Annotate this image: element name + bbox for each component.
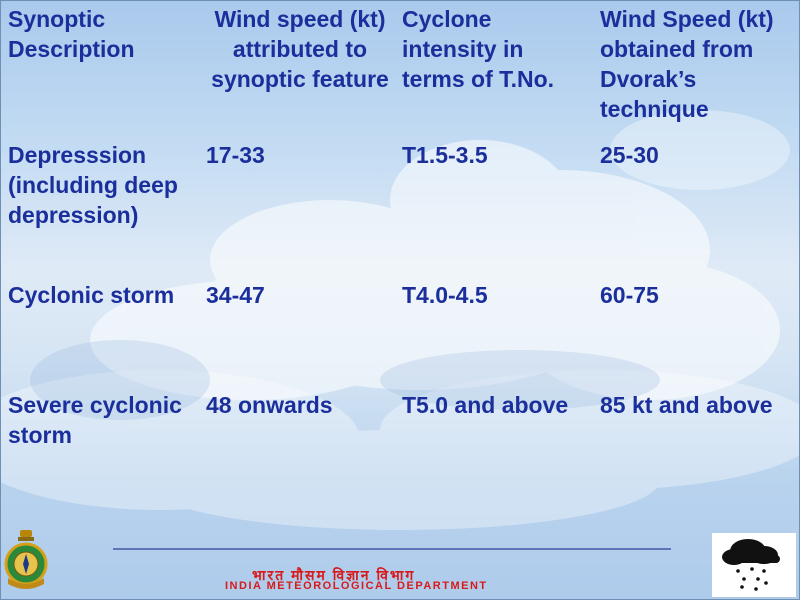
cell-t-number: T1.5-3.5 — [402, 142, 488, 168]
cell-wind-speed-synoptic: 17-33 — [206, 142, 265, 168]
department-name-english: INDIA METEOROLOGICAL DEPARTMENT — [225, 580, 488, 592]
table-row: Depresssion (including deep depression) … — [4, 138, 794, 278]
cell-wind-speed-dvorak: 85 kt and above — [600, 392, 773, 418]
cell-description: Cyclonic storm — [8, 282, 175, 308]
cell-wind-speed-synoptic: 34-47 — [206, 282, 265, 308]
weather-icon-box — [712, 533, 796, 597]
department-name-hindi: भारत मौसम विज्ञान विभाग — [252, 567, 416, 583]
header-wind-speed-dvorak: Wind Speed (kt) obtained from Dvorak’s t… — [600, 6, 774, 122]
table-row: Severe cyclonic storm 48 onwards T5.0 an… — [4, 388, 794, 480]
cell-wind-speed-synoptic: 48 onwards — [206, 392, 333, 418]
cyclone-classification-table: Synoptic Description Wind speed (kt) att… — [4, 2, 794, 480]
cell-wind-speed-dvorak: 25-30 — [600, 142, 659, 168]
cell-t-number: T4.0-4.5 — [402, 282, 488, 308]
header-cyclone-intensity: Cyclone intensity in terms of T.No. — [402, 6, 555, 92]
footer-divider — [113, 548, 671, 550]
imd-emblem-icon — [4, 530, 48, 589]
cell-description: Depresssion (including deep depression) — [8, 142, 178, 228]
header-wind-speed-synoptic: Wind speed (kt) attributed to synoptic f… — [211, 6, 389, 92]
table-row: Cyclonic storm 34-47 T4.0-4.5 60-75 — [4, 278, 794, 388]
header-synoptic-description: Synoptic Description — [8, 6, 135, 62]
cell-t-number: T5.0 and above — [402, 392, 569, 418]
cell-description: Severe cyclonic storm — [8, 392, 182, 448]
rain-cloud-icon — [722, 539, 780, 591]
table-header-row: Synoptic Description Wind speed (kt) att… — [4, 2, 794, 138]
cell-wind-speed-dvorak: 60-75 — [600, 282, 659, 308]
